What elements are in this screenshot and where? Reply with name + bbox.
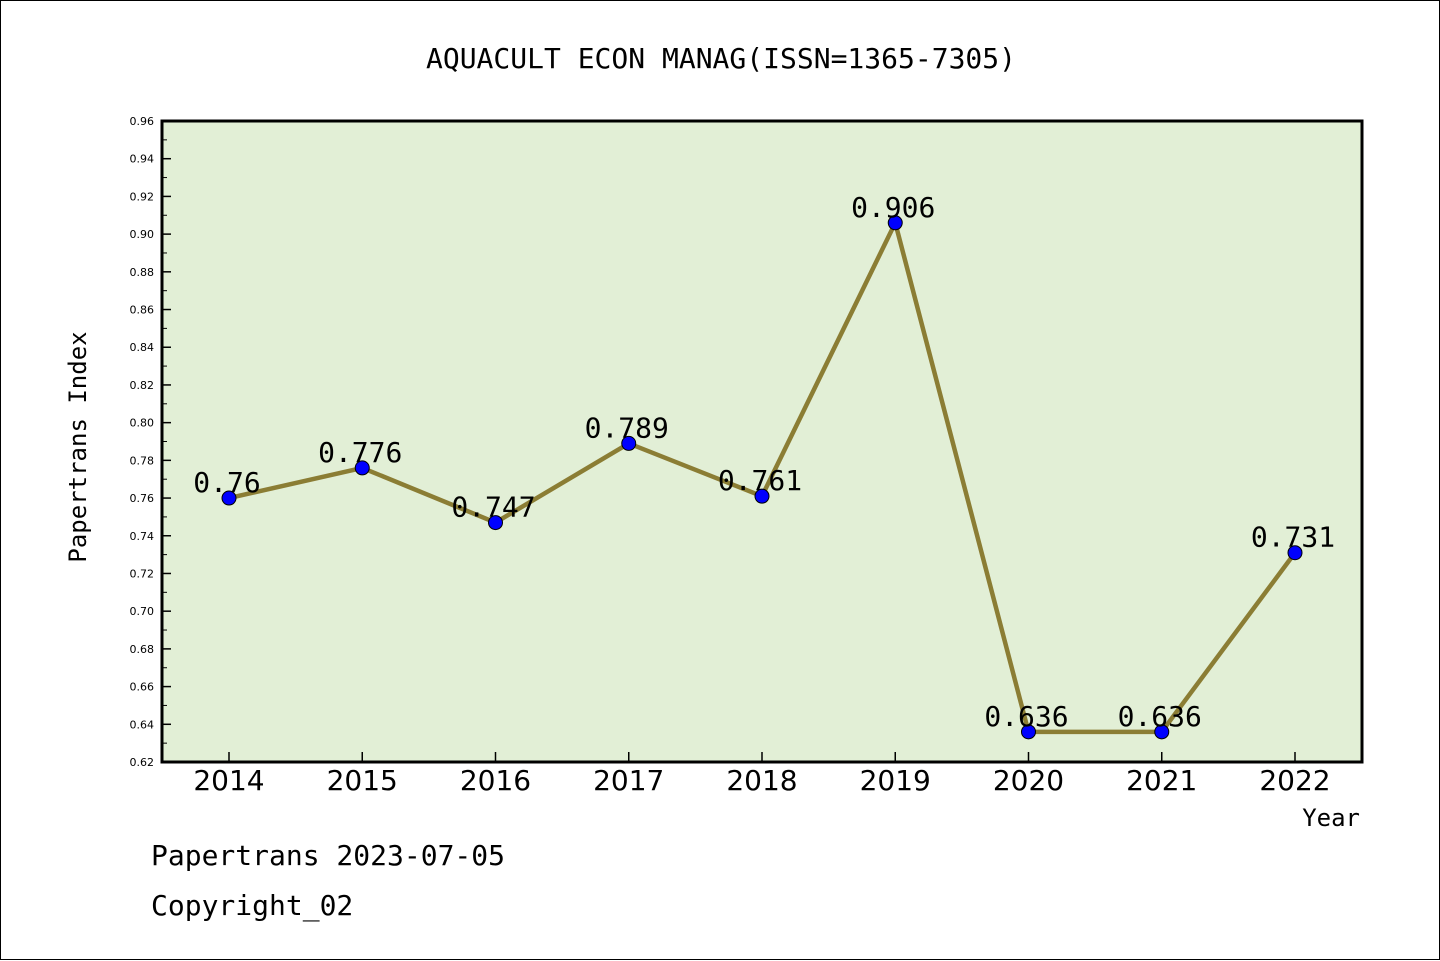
y-tick-label: 0.94 bbox=[130, 153, 155, 166]
data-label: 0.76 bbox=[193, 466, 260, 499]
data-point bbox=[1021, 724, 1036, 740]
footer-copyright: Copyright_02 bbox=[151, 889, 353, 923]
data-point bbox=[621, 435, 637, 451]
data-point bbox=[488, 515, 503, 531]
y-tick-label: 0.72 bbox=[130, 567, 155, 580]
data-point bbox=[754, 488, 770, 504]
y-axis-ticks: 0.62 0.64 0.66 0.68 0.70 0.72 0.74 0.76 0.78 0.80… bbox=[130, 115, 171, 769]
data-label: 0.747 bbox=[451, 491, 535, 524]
data-label: 0.906 bbox=[851, 191, 935, 224]
y-tick-label: 0.76 bbox=[130, 492, 155, 505]
data-label: 0.789 bbox=[585, 411, 669, 444]
data-label: 0.776 bbox=[318, 436, 402, 469]
x-tick-label: 2016 bbox=[460, 764, 531, 797]
y-tick-label: 0.90 bbox=[130, 228, 155, 241]
y-tick-label: 0.92 bbox=[130, 190, 155, 203]
data-point bbox=[1154, 724, 1170, 740]
data-label: 0.731 bbox=[1251, 521, 1335, 554]
x-tick-label: 2019 bbox=[860, 764, 931, 797]
x-tick-label: 2020 bbox=[993, 764, 1064, 797]
y-tick-label: 0.66 bbox=[130, 681, 155, 694]
y-tick-label: 0.70 bbox=[130, 605, 155, 618]
x-tick-label: 2022 bbox=[1259, 764, 1330, 797]
x-tick-label: 2017 bbox=[593, 764, 664, 797]
y-tick-label: 0.88 bbox=[130, 266, 155, 279]
y-tick-label: 0.74 bbox=[130, 530, 155, 543]
data-point bbox=[887, 215, 903, 231]
chart-title: AQUACULT ECON MANAG(ISSN=1365-7305) bbox=[426, 42, 1016, 75]
plot-area bbox=[162, 121, 1362, 762]
data-point bbox=[354, 460, 370, 476]
y-tick-label: 0.68 bbox=[130, 643, 155, 656]
y-tick-label: 0.86 bbox=[130, 304, 155, 317]
y-tick-label: 0.84 bbox=[130, 341, 155, 354]
data-label: 0.636 bbox=[1118, 700, 1202, 733]
data-label: 0.761 bbox=[718, 464, 802, 497]
y-tick-label: 0.62 bbox=[130, 756, 155, 769]
x-axis-label: Year bbox=[1302, 804, 1360, 832]
data-point bbox=[1287, 545, 1303, 561]
data-label: 0.636 bbox=[984, 700, 1068, 733]
data-point bbox=[221, 490, 237, 506]
plot-border bbox=[160, 119, 1364, 764]
x-tick-label: 2014 bbox=[193, 764, 264, 797]
y-tick-label: 0.80 bbox=[130, 417, 155, 430]
x-axis-ticks: 2014 2015 2016 2017 2018 2019 2020 2021 2022 bbox=[193, 752, 1331, 797]
y-tick-label: 0.96 bbox=[130, 115, 155, 128]
x-tick-label: 2015 bbox=[327, 764, 398, 797]
y-tick-label: 0.64 bbox=[130, 718, 155, 731]
footer-date: Papertrans 2023-07-05 bbox=[151, 839, 505, 872]
x-tick-label: 2018 bbox=[726, 764, 797, 797]
y-axis-label: Papertrans Index bbox=[64, 331, 92, 562]
y-tick-label: 0.78 bbox=[130, 454, 155, 467]
y-tick-label: 0.82 bbox=[130, 379, 155, 392]
x-tick-label: 2021 bbox=[1126, 764, 1197, 797]
series: 0.76 0.776 0.747 0.789 0.761 0.906 0.636 0.636 0… bbox=[193, 191, 1335, 740]
